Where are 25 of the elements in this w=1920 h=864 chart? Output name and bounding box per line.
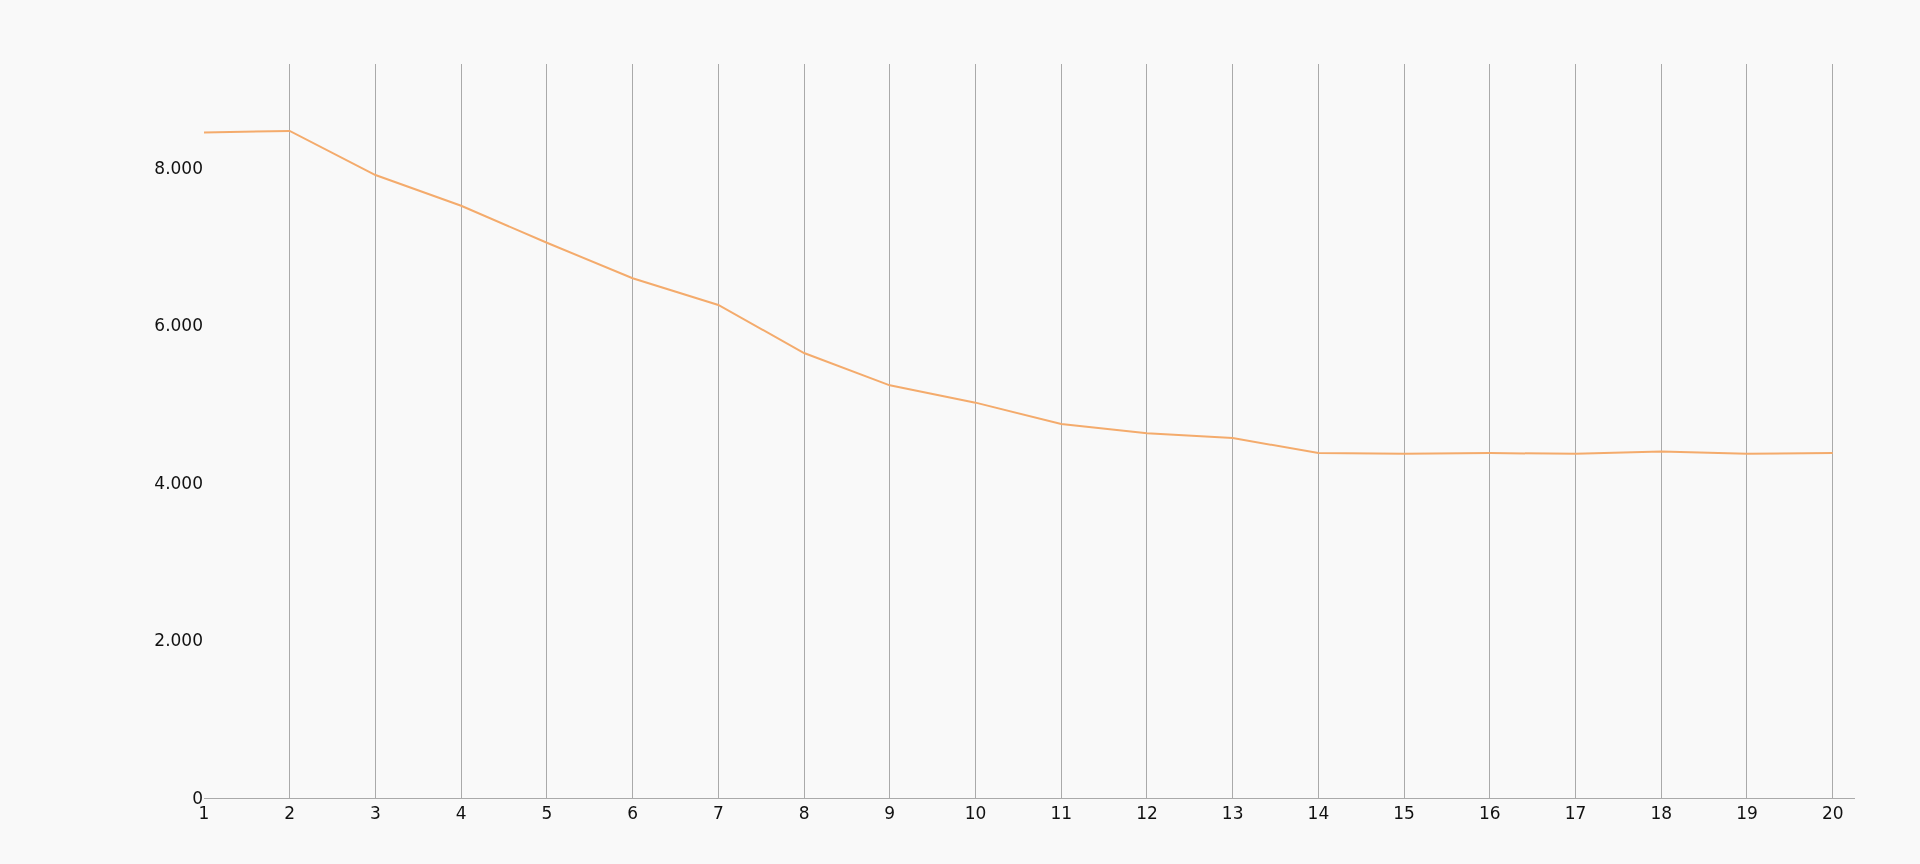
x-tick-label: 8 [798, 803, 810, 824]
x-tick-label: 3 [370, 803, 381, 824]
y-tick-label: 8.000 [154, 157, 203, 178]
x-tick-label: 17 [1564, 803, 1587, 824]
x-tick-label: 1 [198, 803, 210, 824]
x-tick-label: 16 [1479, 803, 1501, 824]
x-tick-label: 18 [1650, 803, 1673, 824]
line-series [204, 129, 1834, 455]
x-tick-label: 13 [1221, 803, 1244, 824]
x-tick-label: 12 [1136, 803, 1158, 824]
x-tick-label: 7 [712, 803, 724, 824]
x-tick-label: 19 [1736, 803, 1758, 824]
x-tick-label: 4 [455, 803, 467, 824]
x-tick-label: 11 [1050, 803, 1073, 824]
x-tick-label: 15 [1393, 803, 1415, 824]
x-tick-label: 5 [541, 803, 553, 824]
x-tick-label: 10 [964, 803, 987, 824]
x-tick-label: 20 [1821, 803, 1844, 824]
y-tick-label: 2.000 [154, 630, 203, 651]
x-tick-label: 2 [284, 803, 296, 824]
y-tick-label: 6.000 [154, 315, 203, 336]
y-tick-label: 4.000 [154, 472, 203, 493]
x-tick-label: 6 [627, 803, 639, 824]
x-tick-label: 9 [884, 803, 896, 824]
x-tick-label: 14 [1307, 803, 1330, 824]
